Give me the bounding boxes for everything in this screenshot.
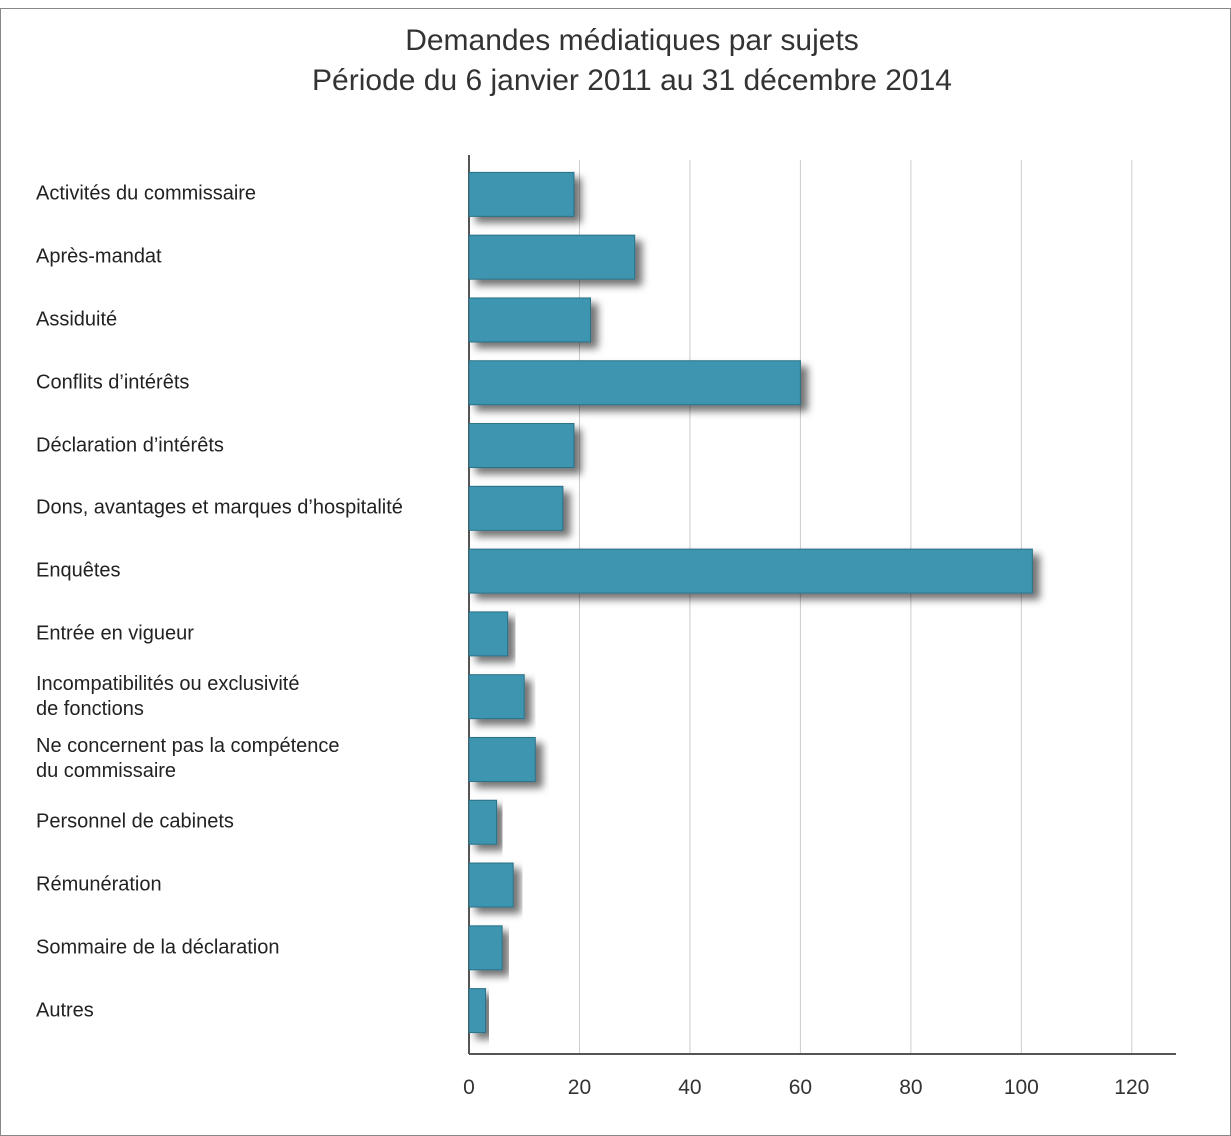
x-tick-label: 0: [463, 1076, 475, 1099]
bar: [468, 925, 503, 971]
chart-title: Demandes médiatiques par sujets: [405, 24, 859, 57]
y-tick-label: Personnel de cabinets: [36, 810, 234, 833]
x-tick-label: 40: [678, 1076, 701, 1099]
bar: [468, 862, 514, 908]
y-tick-label: Ne concernent pas la compétence du commi…: [36, 735, 340, 783]
x-tick-label: 20: [568, 1076, 591, 1099]
y-tick-label: Rémunération: [36, 873, 162, 896]
bar: [468, 611, 509, 657]
x-tick-label: 100: [1004, 1076, 1039, 1099]
x-tick-label: 80: [899, 1076, 922, 1099]
bar: [468, 423, 575, 469]
bar: [468, 485, 564, 531]
bar: [468, 674, 525, 720]
bar: [468, 548, 1033, 594]
y-tick-label: Conflits d’intérêts: [36, 371, 190, 394]
x-tick-label: 120: [1114, 1076, 1149, 1099]
y-tick-label: Enquêtes: [36, 559, 121, 582]
bar: [468, 360, 801, 406]
y-tick-label: Entrée en vigueur: [36, 622, 194, 645]
y-tick-label: Dons, avantages et marques d’hospitalité: [36, 496, 403, 519]
y-tick-label: Autres: [36, 999, 94, 1022]
y-tick-label: Après-mandat: [36, 245, 162, 268]
y-tick-label: Déclaration d’intérêts: [36, 434, 224, 457]
bar: [468, 171, 575, 217]
y-tick-label: Incompatibilités ou exclusivité de fonct…: [36, 672, 300, 720]
y-tick-label: Sommaire de la déclaration: [36, 936, 280, 959]
bar: [468, 799, 498, 845]
bar: [468, 988, 487, 1034]
bar: [468, 234, 636, 280]
bar: [468, 736, 536, 782]
y-tick-label: Activités du commissaire: [36, 182, 257, 205]
x-tick-label: 60: [789, 1076, 812, 1099]
chart-subtitle: Période du 6 janvier 2011 au 31 décembre…: [312, 64, 952, 97]
y-tick-label: Assiduité: [36, 308, 118, 331]
bar: [468, 297, 592, 343]
